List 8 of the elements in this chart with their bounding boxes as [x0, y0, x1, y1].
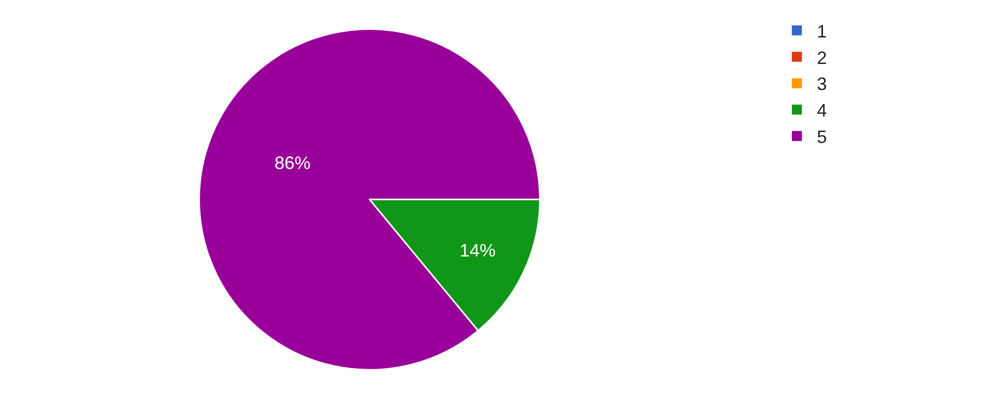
data-label: 86% [274, 153, 310, 174]
legend-label: 3 [816, 74, 827, 94]
legend-label: 1 [816, 21, 827, 42]
pie-slice [198, 28, 541, 370]
data-label: 14% [460, 240, 496, 260]
legend-label: 2 [816, 48, 827, 68]
legend-label: 5 [816, 127, 827, 148]
legend-label: 4 [816, 100, 827, 121]
